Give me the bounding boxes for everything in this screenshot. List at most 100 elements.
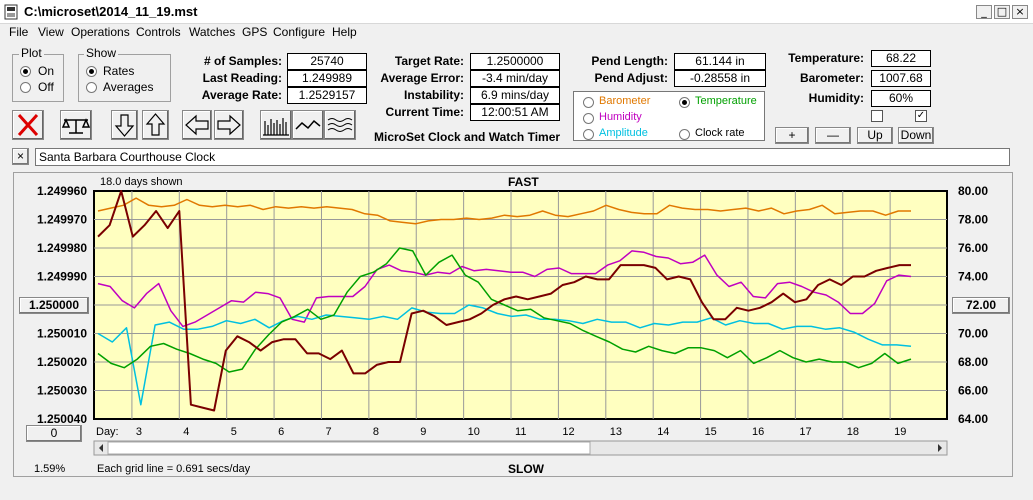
arrow-left-button[interactable] (182, 110, 212, 140)
plot-off-radio[interactable] (20, 82, 31, 93)
close-button[interactable]: × (1012, 5, 1028, 19)
menu-configure[interactable]: Configure (273, 25, 326, 39)
menu-help[interactable]: Help (332, 25, 357, 39)
menu-watches[interactable]: Watches (189, 25, 236, 39)
plot-off-label: Off (38, 80, 54, 94)
y-right-tick-label: 74.00 (958, 270, 988, 284)
x-tick-label: 9 (420, 426, 426, 438)
x-tick-label: 11 (515, 426, 526, 438)
clear-clock-button[interactable]: × (12, 148, 29, 165)
window-title: C:\microset\2014_11_19.mst (24, 4, 198, 19)
y-right-tick-label: 70.00 (958, 327, 988, 341)
channel-humidity-label: Humidity (599, 111, 642, 123)
x-tick-label: 3 (136, 426, 142, 438)
line-graph-icon (295, 119, 321, 130)
x-tick-label: 4 (183, 426, 189, 438)
env-checkbox-2[interactable]: ✓ (915, 110, 927, 122)
stop-x-icon (17, 113, 39, 137)
zoom-out-button[interactable]: — (815, 127, 851, 144)
channel-barometer-radio[interactable] (583, 97, 594, 108)
menu-operations[interactable]: Operations (71, 25, 130, 39)
x-tick-label: 13 (610, 426, 622, 438)
y-left-tick-label: 1.250010 (37, 327, 87, 341)
humidity-label: Humidity: (808, 91, 864, 105)
maximize-button[interactable]: □ (994, 5, 1010, 19)
channel-amplitude-label: Amplitude (599, 127, 648, 139)
histogram-icon (263, 118, 289, 136)
x-axis: Day: 3 4 5 6 7 8 9 10 11 12 13 14 15 16 17 18 19 (96, 426, 906, 438)
wave-view-button[interactable] (324, 110, 356, 140)
scroll-up-button[interactable]: Up (857, 127, 893, 144)
show-averages-radio[interactable] (86, 82, 97, 93)
channel-clockrate-label: Clock rate (695, 127, 745, 139)
balance-button[interactable] (60, 110, 92, 140)
x-tick-label: 16 (752, 426, 764, 438)
percent-label: 1.59% (34, 463, 66, 475)
last-reading-field: 1.249989 (287, 70, 367, 87)
pend-adjust-field: -0.28558 in (674, 70, 766, 87)
menu-file[interactable]: File (9, 25, 29, 39)
show-rates-label: Rates (103, 64, 135, 78)
temperature-label: Temperature: (788, 51, 864, 65)
series-line (97, 197, 911, 225)
arrow-up-button[interactable] (142, 110, 169, 140)
current-time-label: Current Time: (385, 105, 464, 119)
arrow-right-button[interactable] (214, 110, 244, 140)
y-right-axis: 80.00 78.00 76.00 74.00 70.00 68.00 66.00 64.00 (958, 184, 988, 426)
scroll-down-button[interactable]: Down (898, 127, 934, 144)
channel-clockrate-radio[interactable] (679, 129, 690, 140)
right-value-box[interactable]: 72.00 (952, 297, 1010, 314)
app-label: MicroSet Clock and Watch Timer (374, 130, 561, 144)
reset-zero-button[interactable]: 0 (26, 425, 82, 442)
y-left-axis: 1.249960 1.249970 1.249980 1.249990 1.250010… (37, 184, 87, 426)
y-right-tick-label: 76.00 (958, 241, 988, 255)
target-rate-field[interactable]: 1.2500000 (470, 53, 560, 70)
humidity-field: 60% (871, 90, 931, 107)
menu-controls[interactable]: Controls (136, 25, 181, 39)
instability-label: Instability: (403, 88, 464, 102)
y-right-tick-label: 68.00 (958, 355, 988, 369)
y-left-tick-label: 1.249960 (37, 184, 87, 198)
channel-temperature-radio[interactable] (679, 97, 690, 108)
scrollbar-thumb (107, 441, 591, 455)
channel-amplitude-radio[interactable] (583, 129, 594, 140)
samples-field: 25740 (287, 53, 367, 70)
pend-length-field[interactable]: 61.144 in (674, 53, 766, 70)
series-line (97, 190, 911, 412)
line-view-button[interactable] (292, 110, 324, 140)
minimize-button[interactable]: _ (976, 5, 992, 19)
y-right-tick-label: 80.00 (958, 184, 988, 198)
grid-note-label: Each grid line = 0.691 secs/day (97, 463, 251, 475)
y-left-tick-label: 1.249990 (37, 270, 87, 284)
channel-temperature-label: Temperature (695, 95, 757, 107)
x-tick-label: 15 (705, 426, 717, 438)
zoom-in-button[interactable]: + (775, 127, 809, 144)
env-checkbox-1[interactable] (871, 110, 883, 122)
arrow-down-button[interactable] (111, 110, 138, 140)
channel-selector (573, 91, 765, 141)
show-rates-radio[interactable] (86, 66, 97, 77)
series-line (97, 304, 912, 406)
histogram-view-button[interactable] (260, 110, 292, 140)
x-tick-label: 10 (468, 426, 480, 438)
show-group (78, 54, 171, 102)
series-line (97, 247, 912, 373)
menu-view[interactable]: View (38, 25, 64, 39)
y-left-tick-label: 1.249970 (37, 213, 87, 227)
scroll-right-icon (938, 444, 942, 452)
y-left-tick-label: 1.249980 (37, 241, 87, 255)
left-value-box[interactable]: 1.250000 (19, 297, 89, 314)
slow-label: SLOW (508, 462, 544, 476)
average-rate-label: Average Rate: (201, 88, 282, 102)
balance-scale-icon (61, 118, 91, 134)
target-rate-label: Target Rate: (394, 54, 464, 68)
y-left-tick-label: 1.250030 (37, 384, 87, 398)
current-time-field: 12:00:51 AM (470, 104, 560, 121)
clock-name-input[interactable]: Santa Barbara Courthouse Clock (35, 148, 1010, 166)
show-averages-label: Averages (103, 80, 154, 94)
barometer-field: 1007.68 (871, 70, 931, 87)
stop-button[interactable] (12, 110, 44, 140)
menu-gps[interactable]: GPS (242, 25, 268, 39)
channel-humidity-radio[interactable] (583, 113, 594, 124)
plot-on-radio[interactable] (20, 66, 31, 77)
